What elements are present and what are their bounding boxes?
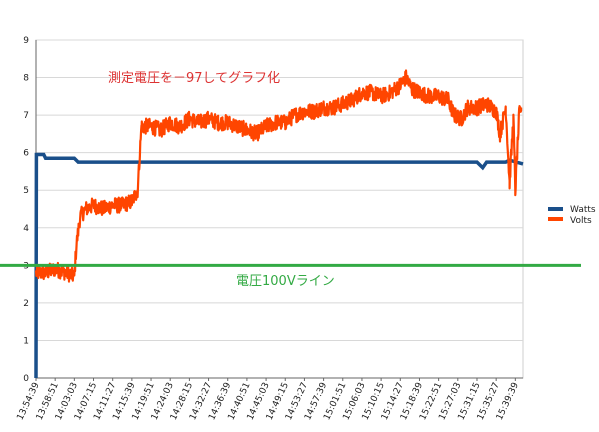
legend-swatch-watts — [548, 207, 563, 211]
legend-label-watts: Watts — [570, 205, 596, 215]
y-tick-label-1: 1 — [23, 336, 29, 346]
legend: Watts Volts — [548, 205, 596, 226]
annotation-100v-line: 電圧100Vライン — [236, 274, 335, 289]
series-line-volts — [34, 69, 523, 283]
series-line-watts — [34, 152, 524, 379]
y-tick-label-6: 6 — [23, 149, 29, 159]
legend-label-volts: Volts — [570, 216, 592, 226]
legend-swatch-volts — [548, 217, 563, 221]
y-tick-label-0: 0 — [23, 374, 29, 384]
x-axis-ticks: 13:54:3913:58:5114:03:0314:07:1514:11:27… — [16, 378, 521, 422]
y-tick-label-5: 5 — [23, 186, 29, 196]
y-tick-label-9: 9 — [23, 36, 29, 46]
y-tick-label-4: 4 — [23, 224, 29, 234]
y-tick-label-8: 8 — [23, 74, 29, 84]
y-tick-label-2: 2 — [23, 299, 29, 309]
y-tick-label-7: 7 — [23, 111, 29, 121]
annotation-measured-voltage: 測定電圧を－97してグラフ化 — [108, 71, 280, 86]
series-lines — [34, 69, 524, 379]
